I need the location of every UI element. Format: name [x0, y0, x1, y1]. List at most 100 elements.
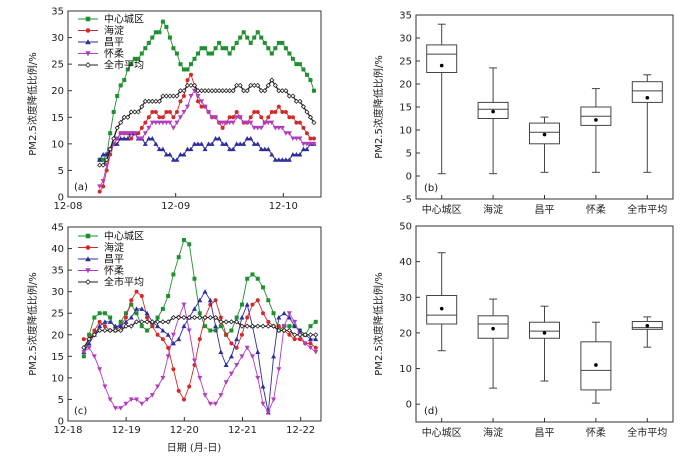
y-tick-label-30: 30 [51, 287, 64, 298]
point-c-10 [134, 311, 139, 316]
point-a-55 [290, 115, 295, 120]
point-a-49 [269, 51, 274, 56]
point-c-15 [160, 337, 165, 342]
point-a-51 [276, 125, 282, 131]
point-a-46 [258, 146, 264, 152]
point-c-33 [255, 323, 261, 329]
point-a-41 [241, 88, 247, 94]
point-c-30 [239, 323, 245, 329]
point-c-28 [228, 353, 234, 359]
point-a-41 [241, 30, 246, 35]
point-c-8 [123, 319, 129, 324]
point-a-2 [104, 163, 110, 168]
point-a-37 [227, 88, 233, 94]
point-c-6 [112, 323, 118, 329]
point-c-27 [224, 332, 229, 337]
x-tick-label-b-3: 怀柔 [586, 204, 606, 216]
point-c-20 [187, 384, 192, 389]
point-a-56 [293, 151, 299, 157]
point-c-18 [176, 314, 182, 321]
point-c-16 [166, 345, 171, 350]
point-c-32 [249, 354, 255, 359]
point-c-2 [91, 332, 97, 338]
point-a-20 [167, 109, 172, 114]
point-a-53 [283, 88, 289, 94]
point-a-22 [174, 157, 180, 162]
point-a-9 [128, 131, 134, 136]
point-a-44 [251, 125, 257, 131]
point-a-23 [178, 99, 183, 104]
point-a-52 [279, 157, 285, 162]
point-c-4 [102, 327, 108, 334]
point-a-5 [114, 141, 120, 146]
point-c-28 [228, 371, 234, 377]
y-tick-label-25: 25 [399, 57, 412, 68]
point-a-14 [146, 136, 152, 141]
point-a-46 [258, 125, 264, 131]
point-a-38 [230, 88, 236, 94]
point-c-12 [144, 319, 150, 325]
point-c-33 [255, 276, 260, 281]
point-c-22 [197, 314, 203, 321]
point-c-14 [155, 384, 161, 390]
point-a-10 [132, 56, 137, 61]
point-a-56 [294, 62, 299, 67]
legend-label-a-2: 昌平 [104, 37, 124, 49]
point-a-58 [301, 125, 306, 130]
point-a-48 [266, 115, 271, 120]
point-a-61 [311, 120, 317, 126]
legend-icon-a-3 [85, 51, 91, 57]
y-tick-label-0: 0 [58, 193, 64, 204]
panel-a-label: (a) [74, 182, 88, 193]
point-a-50 [272, 125, 278, 131]
point-a-42 [244, 88, 250, 94]
series-line---a [99, 78, 315, 166]
point-c-26 [218, 315, 223, 320]
point-a-54 [287, 115, 292, 120]
point-c-23 [203, 324, 208, 329]
point-a-57 [297, 151, 303, 157]
point-c-30 [239, 315, 245, 320]
point-a-45 [255, 141, 261, 146]
point-a-15 [149, 136, 155, 141]
point-a-31 [206, 141, 212, 146]
y-tick-label-15: 15 [51, 113, 64, 124]
point-c-29 [234, 319, 240, 325]
point-a-1 [100, 162, 106, 168]
point-c-8 [123, 311, 128, 316]
point-a-15 [149, 98, 155, 104]
point-c-3 [97, 327, 103, 334]
point-a-38 [230, 146, 236, 152]
point-a-14 [146, 40, 151, 45]
x-tick-label-12-18: 12-18 [53, 425, 82, 436]
point-a-19 [164, 24, 169, 29]
point-a-11 [135, 136, 141, 142]
point-c-26 [218, 319, 224, 325]
point-c-21 [191, 314, 198, 321]
point-c-33 [255, 349, 261, 355]
point-a-38 [231, 46, 236, 51]
point-a-59 [304, 146, 310, 152]
legend-label-a-0: 中心城区 [104, 13, 144, 26]
point-c-34 [260, 401, 266, 407]
point-c-25 [213, 401, 219, 407]
point-a-5 [115, 94, 120, 99]
point-a-18 [160, 19, 165, 24]
point-a-32 [209, 141, 215, 146]
point-c-11 [139, 401, 145, 407]
point-c-35 [265, 410, 271, 415]
point-c-13 [149, 393, 155, 398]
x-tick-label-12-21: 12-21 [228, 425, 257, 436]
point-c-4 [102, 319, 108, 324]
point-a-57 [297, 136, 303, 142]
point-c-34 [260, 323, 266, 329]
point-a-24 [181, 88, 187, 94]
x-tick-label-12-22: 12-22 [286, 425, 315, 436]
point-a-51 [276, 104, 281, 109]
point-a-41 [241, 120, 247, 126]
point-a-43 [248, 120, 254, 126]
point-a-36 [223, 88, 229, 94]
point-c-0 [81, 350, 87, 355]
point-a-34 [216, 120, 222, 126]
